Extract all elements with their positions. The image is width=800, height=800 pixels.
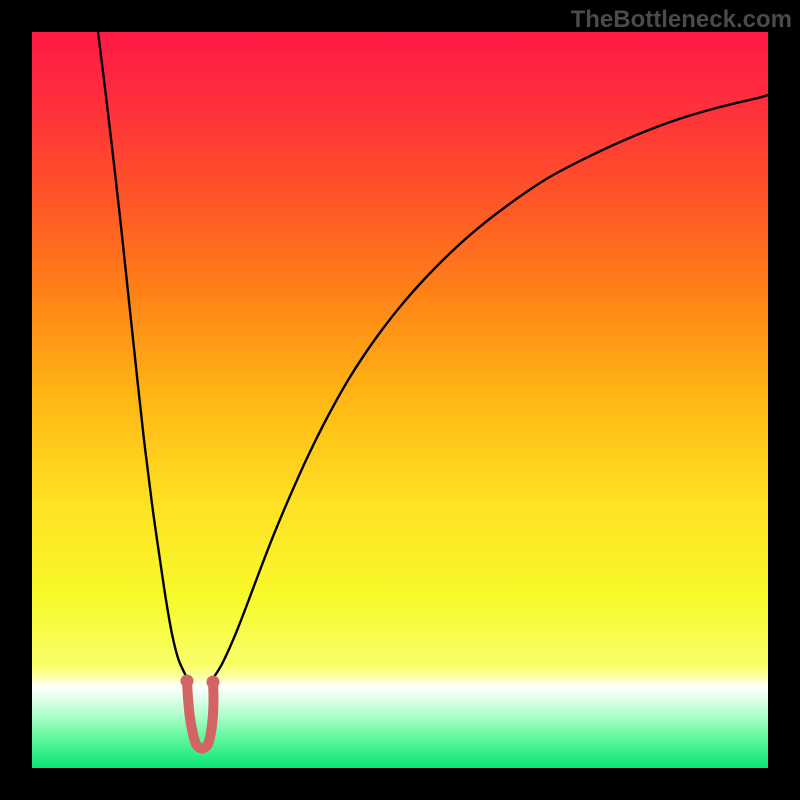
plot-area <box>32 32 768 768</box>
watermark-label: TheBottleneck.com <box>571 6 792 34</box>
gradient-background <box>32 32 768 768</box>
plot-svg <box>32 32 768 768</box>
trough-dot-right <box>207 676 220 689</box>
outer-frame: TheBottleneck.com <box>0 0 800 800</box>
trough-dot-left <box>181 675 194 688</box>
